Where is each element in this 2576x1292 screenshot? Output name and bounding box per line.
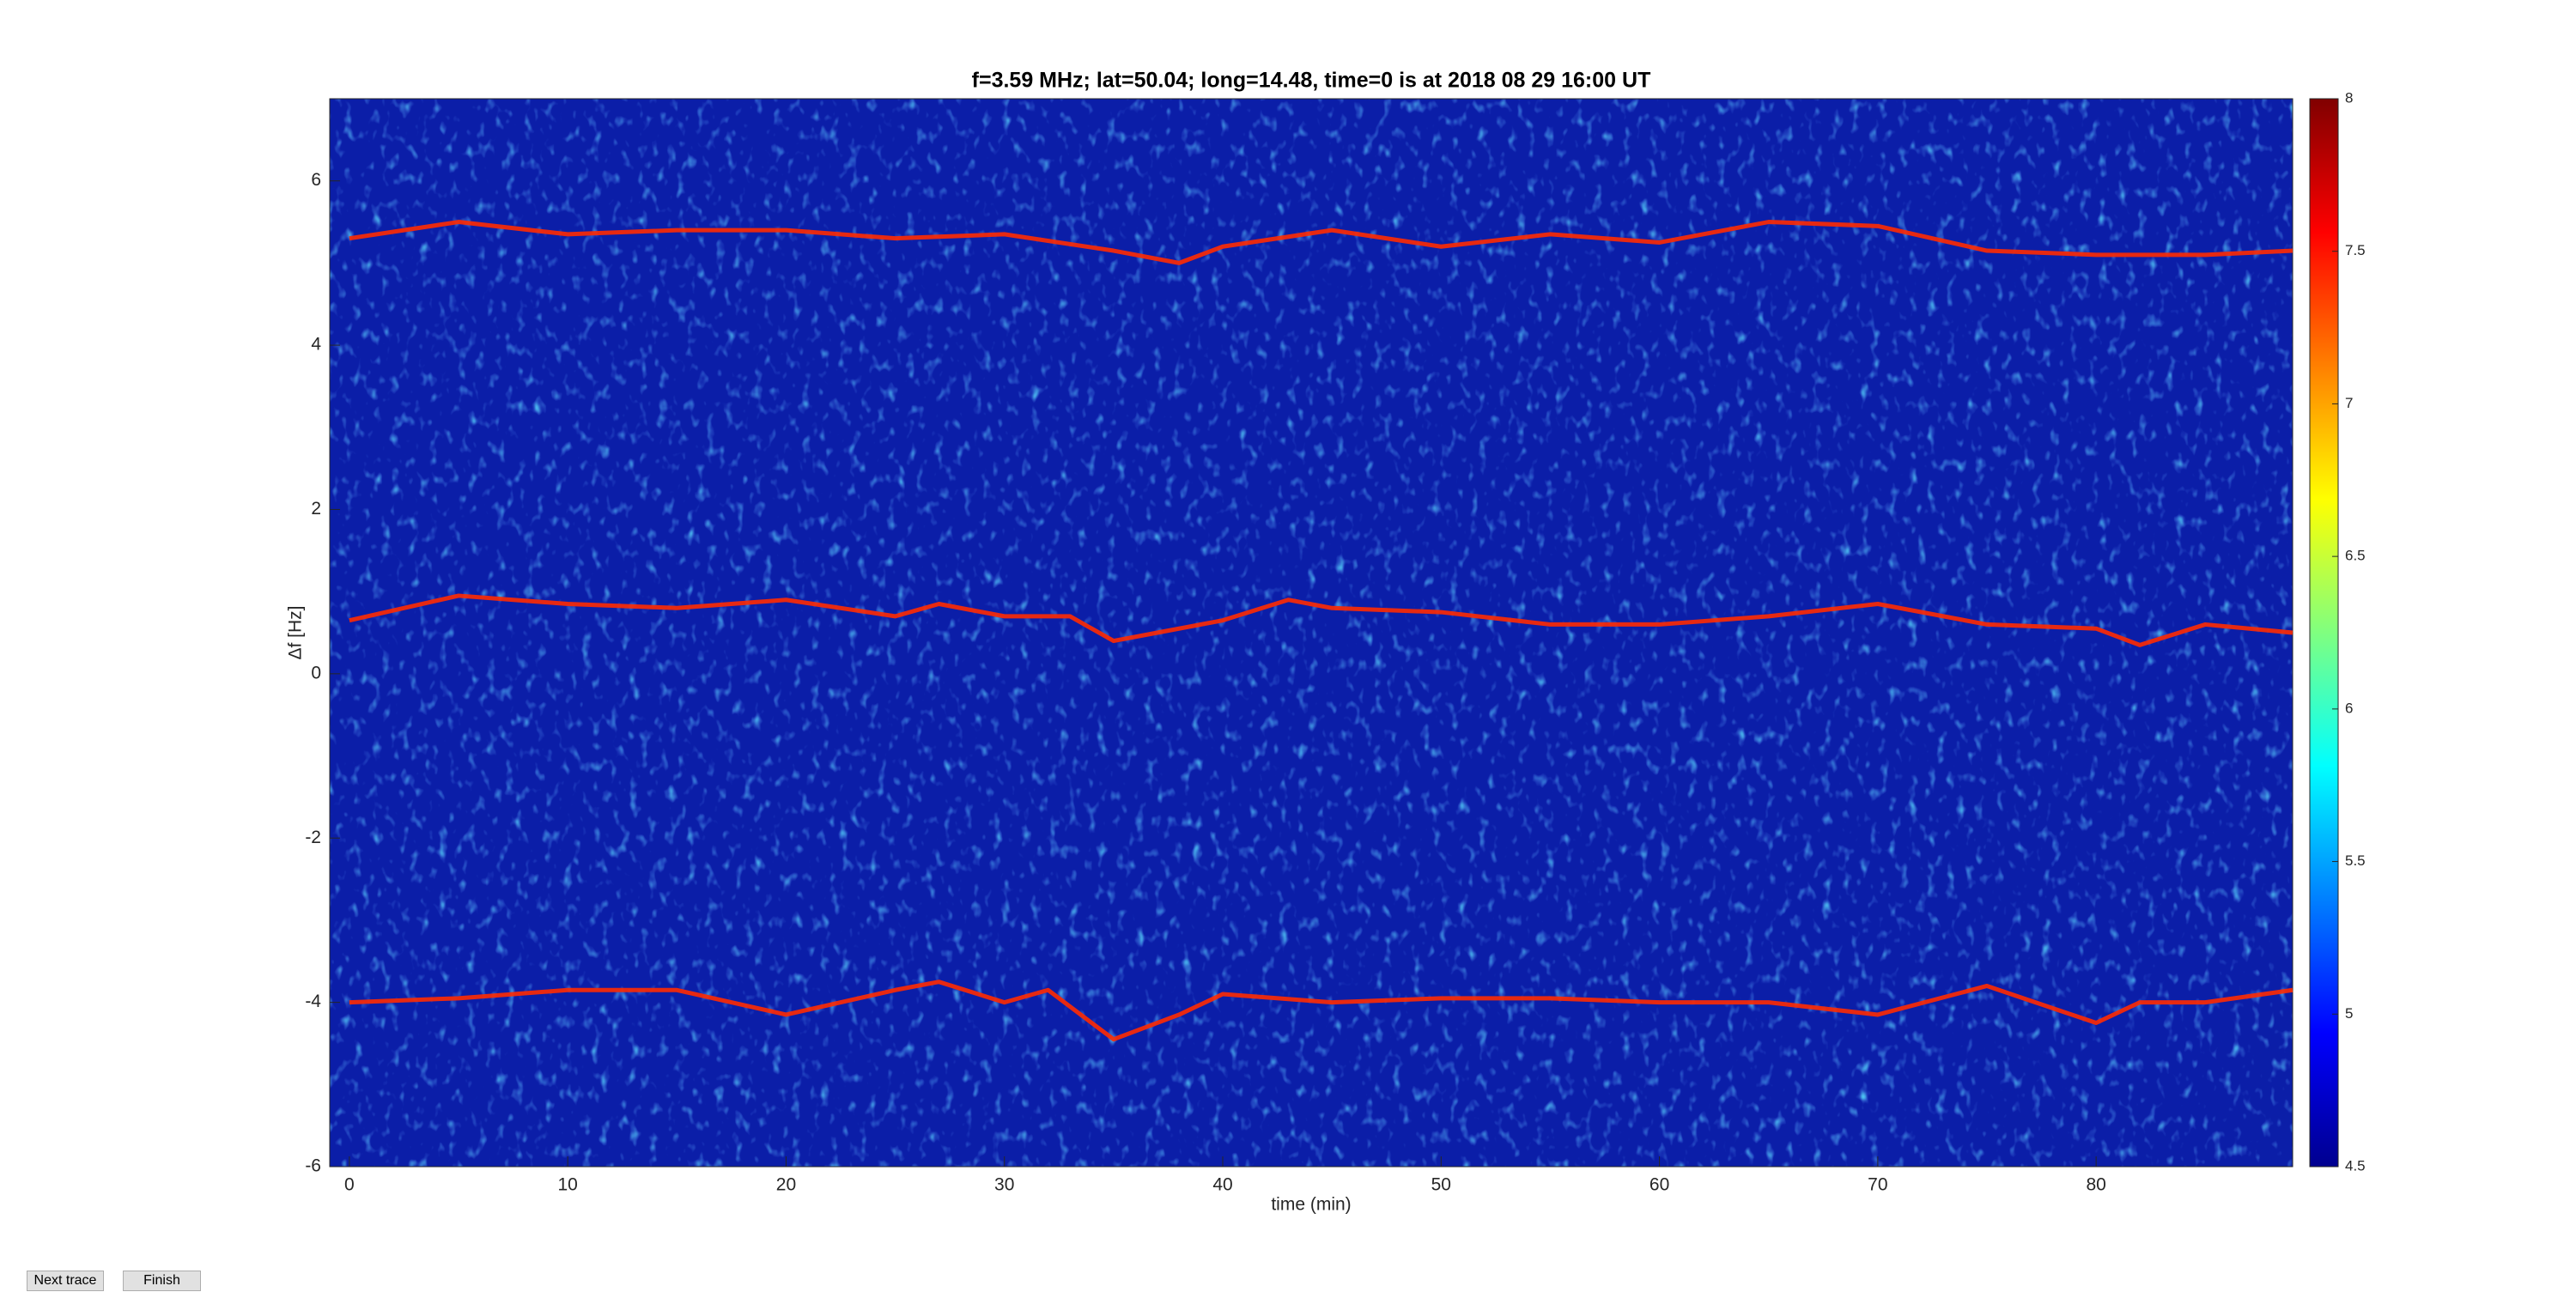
colorbar	[2309, 98, 2339, 1168]
y-axis-label: Δf [Hz]	[286, 605, 306, 659]
trace-line	[349, 593, 2293, 647]
x-tick-label: 50	[1431, 1175, 1451, 1195]
y-tick-label: -2	[305, 828, 321, 847]
x-tick-label: 80	[2086, 1175, 2105, 1195]
x-tick-label: 20	[776, 1175, 796, 1195]
x-tick-label: 60	[1649, 1175, 1669, 1195]
chart-title: f=3.59 MHz; lat=50.04; long=14.48, time=…	[972, 69, 1651, 93]
colorbar-tick-label: 5	[2345, 1005, 2353, 1022]
plot-texture	[330, 99, 2293, 1167]
y-tick-label: 4	[311, 335, 321, 355]
figure: f=3.59 MHz; lat=50.04; long=14.48, time=…	[286, 69, 2366, 1215]
x-tick-label: 30	[994, 1175, 1014, 1195]
y-tick-label: 0	[311, 663, 321, 682]
x-tick-label: 70	[1868, 1175, 1887, 1195]
y-tick-label: 2	[311, 499, 321, 519]
next-trace-button[interactable]: Next trace	[27, 1271, 104, 1291]
trace-line	[349, 980, 2293, 1042]
y-tick-label: -4	[305, 992, 321, 1011]
x-axis-label: time (min)	[1271, 1195, 1351, 1215]
trace-line	[349, 220, 2293, 265]
finish-button[interactable]: Finish	[123, 1271, 201, 1291]
colorbar-tick-label: 7	[2345, 395, 2353, 411]
colorbar-tick-label: 8	[2345, 89, 2353, 106]
x-tick-label: 0	[344, 1175, 355, 1195]
x-tick-label: 40	[1212, 1175, 1232, 1195]
y-tick-label: -6	[305, 1156, 321, 1176]
y-tick-label: 6	[311, 170, 321, 190]
colorbar-tick-label: 6	[2345, 700, 2353, 716]
colorbar-tick-label: 5.5	[2345, 852, 2366, 869]
colorbar-tick-label: 7.5	[2345, 242, 2366, 258]
x-tick-label: 10	[557, 1175, 577, 1195]
colorbar-tick-label: 6.5	[2345, 548, 2366, 564]
colorbar-tick-label: 4.5	[2345, 1157, 2366, 1174]
